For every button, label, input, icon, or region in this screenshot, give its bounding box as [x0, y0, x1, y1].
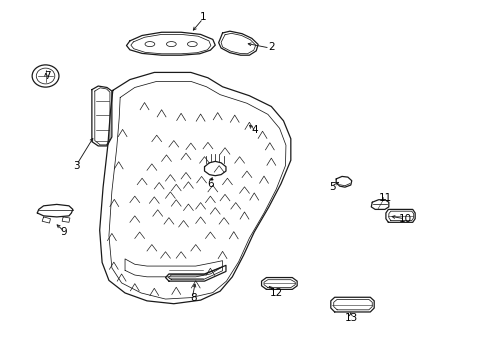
Text: 5: 5	[328, 182, 335, 192]
Text: 12: 12	[269, 288, 282, 298]
Text: 13: 13	[345, 313, 358, 323]
Text: 10: 10	[398, 215, 411, 224]
Text: 11: 11	[379, 193, 392, 203]
Text: 9: 9	[61, 227, 67, 237]
Text: 6: 6	[206, 179, 213, 189]
Text: 3: 3	[73, 161, 80, 171]
Text: 8: 8	[190, 293, 196, 303]
Text: 2: 2	[267, 42, 274, 52]
Text: 1: 1	[199, 12, 206, 22]
Text: 7: 7	[43, 71, 50, 81]
Text: 4: 4	[250, 125, 257, 135]
